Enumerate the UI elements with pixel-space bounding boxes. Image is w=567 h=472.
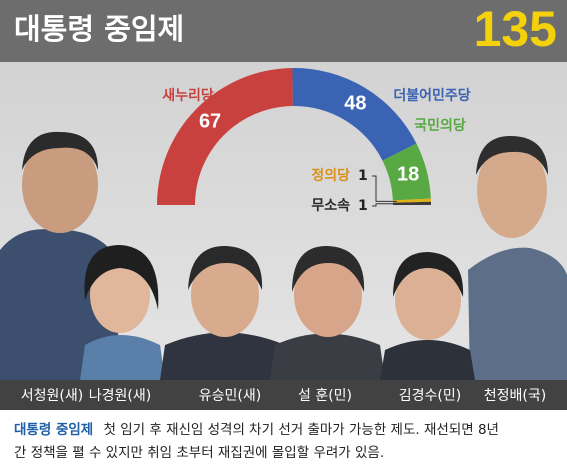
photos bbox=[0, 131, 567, 380]
category-label: 국민의당 bbox=[414, 117, 466, 134]
person-photo bbox=[270, 333, 385, 380]
person-name: 나경원(새) bbox=[89, 388, 151, 404]
person-photo bbox=[160, 332, 290, 380]
person-name: 천정배(국) bbox=[484, 388, 546, 404]
person-photo bbox=[84, 245, 159, 310]
segment bbox=[392, 201, 431, 205]
value-label: 1 bbox=[358, 168, 368, 184]
names-bar bbox=[0, 380, 567, 410]
caption-line: 첫 임기 후 재신임 성격의 차기 선거 출마가 가능한 제도. 재선되면 8년 bbox=[104, 422, 499, 438]
value-label: 67 bbox=[199, 110, 221, 132]
person-photo bbox=[294, 253, 362, 337]
person-photo bbox=[22, 137, 98, 233]
segment bbox=[392, 198, 431, 203]
total: 135 bbox=[474, 1, 557, 57]
leader-line bbox=[372, 203, 397, 207]
person-name: 설 훈(민) bbox=[298, 388, 352, 404]
value-label: 48 bbox=[344, 92, 366, 114]
value-label: 1 bbox=[358, 198, 368, 214]
segment bbox=[292, 68, 417, 161]
person-name: 김경수(민) bbox=[399, 388, 461, 404]
caption-box bbox=[0, 410, 567, 472]
person-photo bbox=[393, 252, 464, 297]
names: 서청원(새) 나경원(새) 유승민(새) 설 훈(민) 김경수(민) 천정배(국) bbox=[21, 388, 546, 404]
person-photo bbox=[292, 245, 365, 292]
person-photo bbox=[380, 340, 475, 380]
person-photo bbox=[477, 142, 547, 238]
leader-line bbox=[372, 175, 397, 202]
caption-term: 대통령 중임제 bbox=[14, 422, 93, 438]
person-photo bbox=[395, 260, 461, 340]
person-name: 서청원(새) bbox=[21, 388, 83, 404]
caption-line: 간 정책을 펼 수 있지만 취임 초부터 재집권에 몰입할 우려가 있음. bbox=[14, 445, 384, 461]
category-label: 정의당 bbox=[311, 167, 350, 184]
person-photo bbox=[22, 131, 98, 170]
category-label: 무소속 bbox=[311, 198, 350, 214]
segment bbox=[157, 68, 293, 205]
person-photo bbox=[90, 257, 150, 333]
value-label: 18 bbox=[397, 163, 419, 185]
person-name: 유승민(새) bbox=[199, 388, 261, 404]
person-photo bbox=[80, 335, 165, 380]
person-photo bbox=[468, 247, 567, 380]
semi-donut: 새누리당 67 더불어민주당 48 국민의당 18 정의당 1 무소속 1 bbox=[157, 68, 471, 214]
person-photo bbox=[191, 253, 259, 337]
category-label: 더불어민주당 bbox=[393, 87, 470, 104]
title: 대통령 중임제 bbox=[14, 12, 184, 46]
person-photo bbox=[476, 135, 548, 175]
header bbox=[0, 0, 567, 62]
caption: 대통령 중임제 첫 임기 후 재신임 성격의 차기 선거 출마가 가능한 제도.… bbox=[14, 422, 499, 438]
segment bbox=[382, 143, 431, 201]
category-label: 새누리당 bbox=[162, 87, 214, 104]
person-photo bbox=[188, 245, 263, 290]
